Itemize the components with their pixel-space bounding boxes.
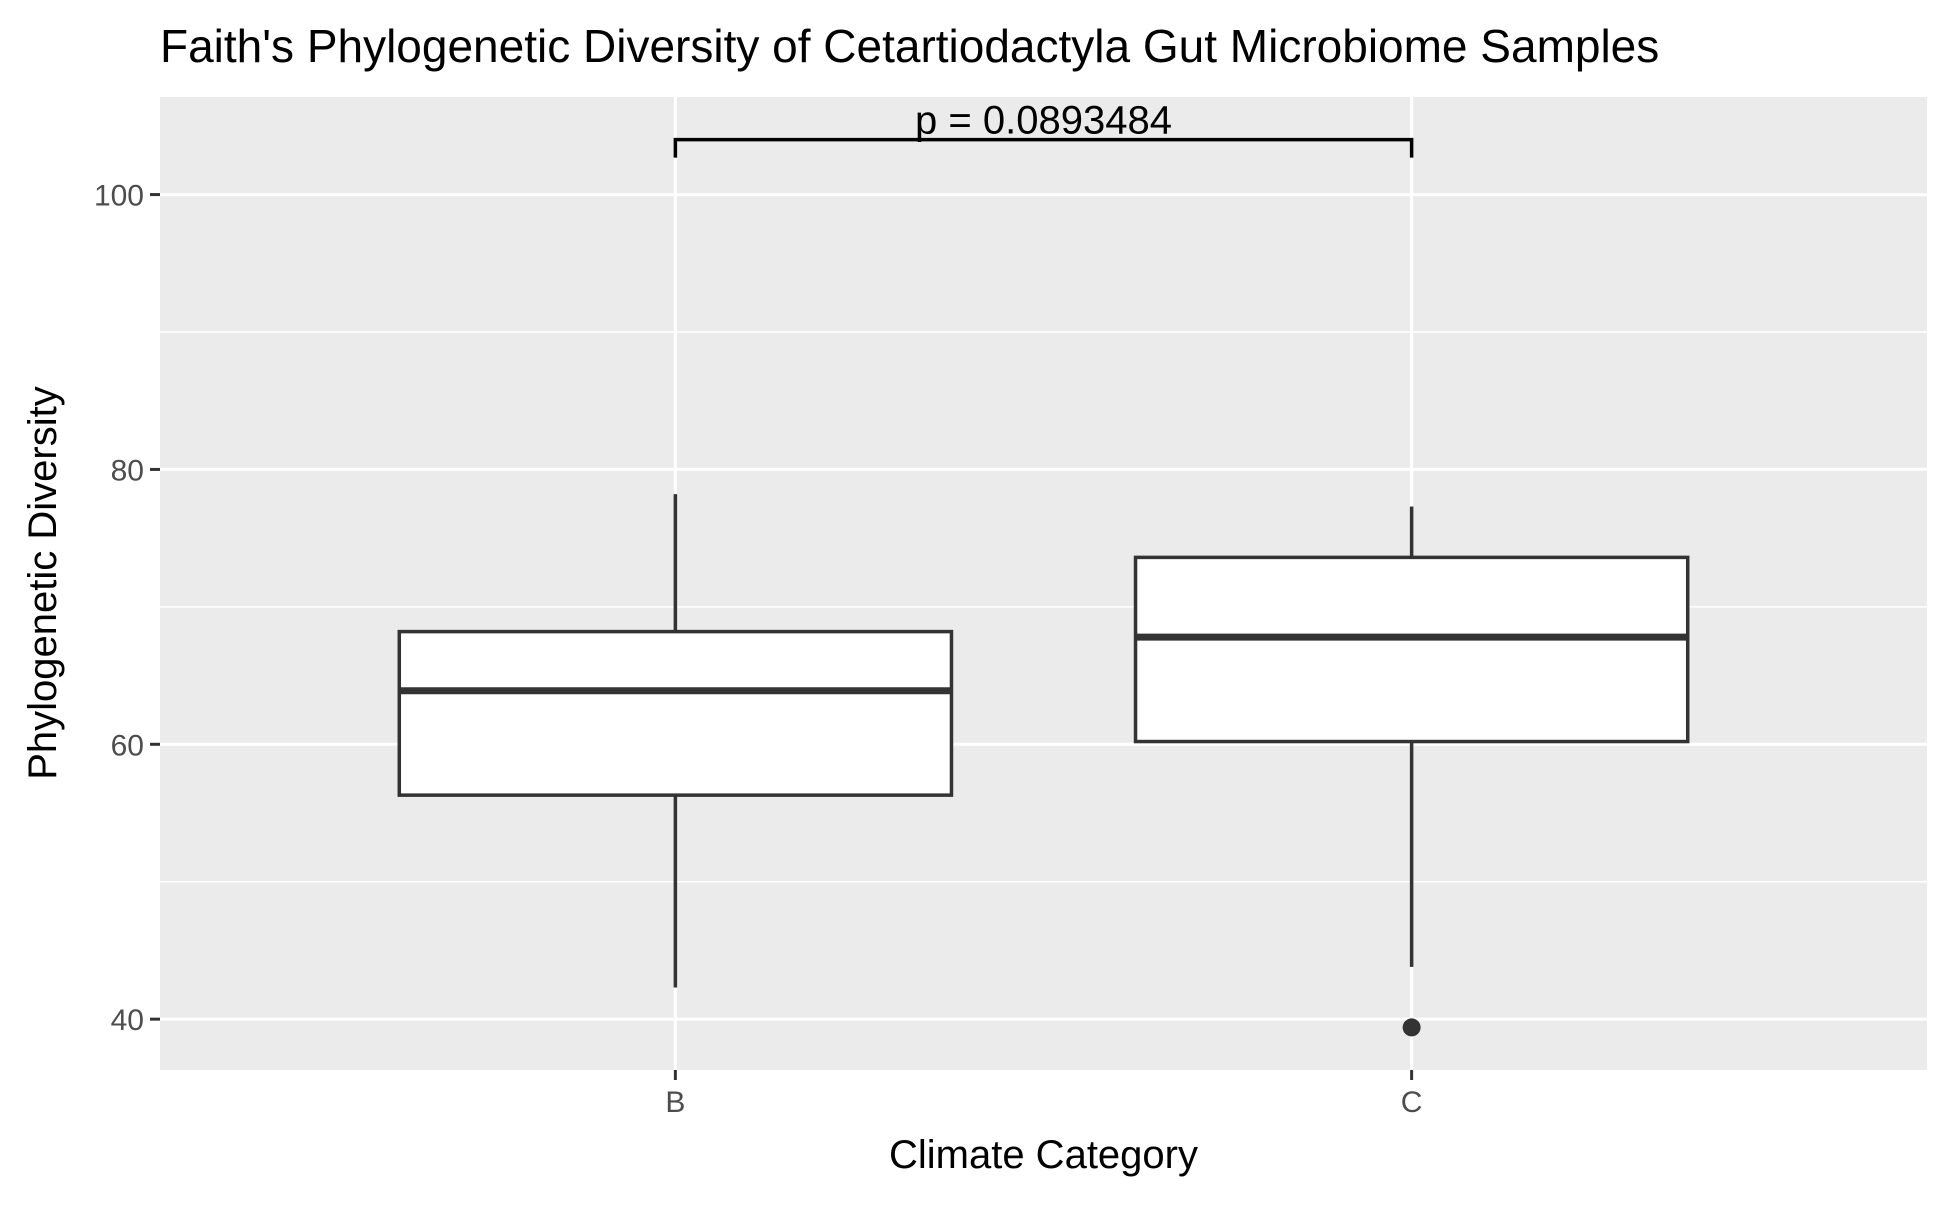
x-tick-label: C [1401,1086,1423,1119]
significance-annotation: p = 0.0893484 [673,99,1414,158]
outlier-point [1402,1018,1421,1037]
p-value-label: p = 0.0893484 [915,99,1172,143]
x-tick-label: B [665,1086,685,1119]
y-tick-label: 60 [111,729,144,762]
y-tick-label: 100 [94,180,144,213]
significance-bracket [673,137,1414,158]
y-tick-label: 40 [111,1004,144,1037]
boxplot-B [397,494,954,988]
y-tick-label: 80 [111,454,144,487]
chart-title: Faith's Phylogenetic Diversity of Cetart… [160,20,1659,72]
box-iqr [397,629,954,797]
x-axis-label: Climate Category [889,1133,1198,1177]
boxplot-C [1133,506,1690,1037]
box-iqr [1133,555,1690,744]
boxplots [397,494,1690,1037]
y-axis: 40 60 80 100 [94,180,160,1037]
y-axis-label: Phylogenetic Diversity [21,386,65,780]
